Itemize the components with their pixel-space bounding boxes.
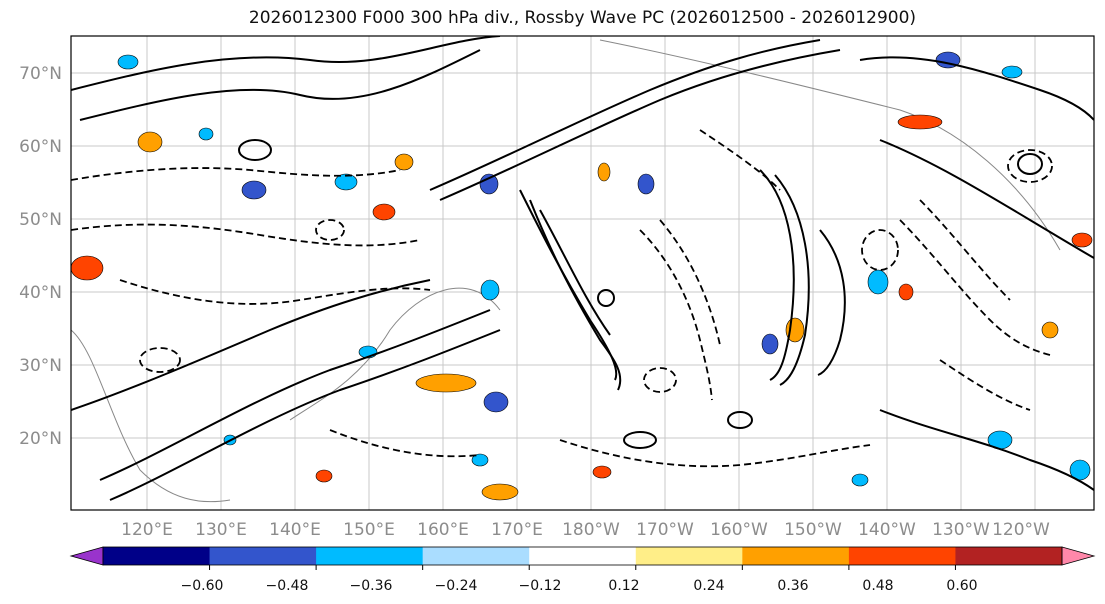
colorbar: [69, 546, 1096, 570]
lon-label: 130°E: [195, 520, 247, 540]
colorbar-tick-label: 0.12: [608, 578, 639, 594]
colorbar-swatch: [742, 547, 850, 565]
colorbar-tick-label: −0.60: [181, 578, 224, 594]
colorbar-swatch: [103, 547, 211, 565]
colorbar-tick-label: 0.48: [862, 578, 893, 594]
coastlines: [71, 39, 1061, 503]
colorbar-swatch: [422, 547, 530, 565]
lon-label: 150°W: [784, 520, 842, 540]
colorbar-tick-label: −0.12: [519, 578, 562, 594]
lat-label-20: 20°N: [19, 429, 62, 449]
map-frame: [70, 35, 1095, 511]
colorbar-swatch: [529, 547, 637, 565]
lat-label-70: 70°N: [19, 64, 62, 84]
lon-label: 160°W: [710, 520, 768, 540]
colorbar-tick-label: −0.48: [266, 578, 309, 594]
colorbar-tick-label: 0.24: [693, 578, 724, 594]
solid-contours: [71, 36, 1094, 501]
lat-label-30: 30°N: [19, 356, 62, 376]
lon-label: 170°W: [636, 520, 694, 540]
lon-label: 130°W: [932, 520, 990, 540]
lon-label: 120°E: [121, 520, 173, 540]
colorbar-tick-label: −0.36: [350, 578, 393, 594]
colorbar-ticks: −0.60 −0.48 −0.36 −0.24 −0.12 0.12 0.24 …: [181, 578, 978, 594]
lon-label: 160°E: [417, 520, 469, 540]
colorbar-swatch: [955, 547, 1063, 565]
colorbar-swatch: [635, 547, 743, 565]
divergence-patches: [71, 51, 1093, 501]
map-title: 2026012300 F000 300 hPa div., Rossby Wav…: [248, 8, 917, 28]
latitude-labels: 70°N 60°N 50°N 40°N 30°N 20°N: [19, 64, 62, 449]
lon-label: 170°E: [491, 520, 543, 540]
lon-label: 180°W: [562, 520, 620, 540]
dashed-contours: [71, 129, 1053, 468]
colorbar-frame: [102, 546, 1063, 566]
longitude-labels: 120°E 130°E 140°E 150°E 160°E 170°E 180°…: [121, 520, 1050, 540]
map-panel: [71, 36, 1094, 510]
colorbar-extend-high: [1061, 546, 1096, 566]
colorbar-swatch: [316, 547, 424, 565]
colorbar-extend-low: [69, 546, 104, 566]
lon-label: 140°E: [269, 520, 321, 540]
colorbar-swatch: [209, 547, 317, 565]
lon-label: 140°W: [858, 520, 916, 540]
lat-label-40: 40°N: [19, 283, 62, 303]
colorbar-tick-label: 0.60: [946, 578, 977, 594]
colorbar-tick-label: −0.24: [435, 578, 478, 594]
colorbar-swatch: [848, 547, 956, 565]
lat-label-50: 50°N: [19, 210, 62, 230]
lon-label: 120°W: [992, 520, 1050, 540]
lon-label: 150°E: [343, 520, 395, 540]
lat-label-60: 60°N: [19, 137, 62, 157]
colorbar-tick-label: 0.36: [777, 578, 808, 594]
